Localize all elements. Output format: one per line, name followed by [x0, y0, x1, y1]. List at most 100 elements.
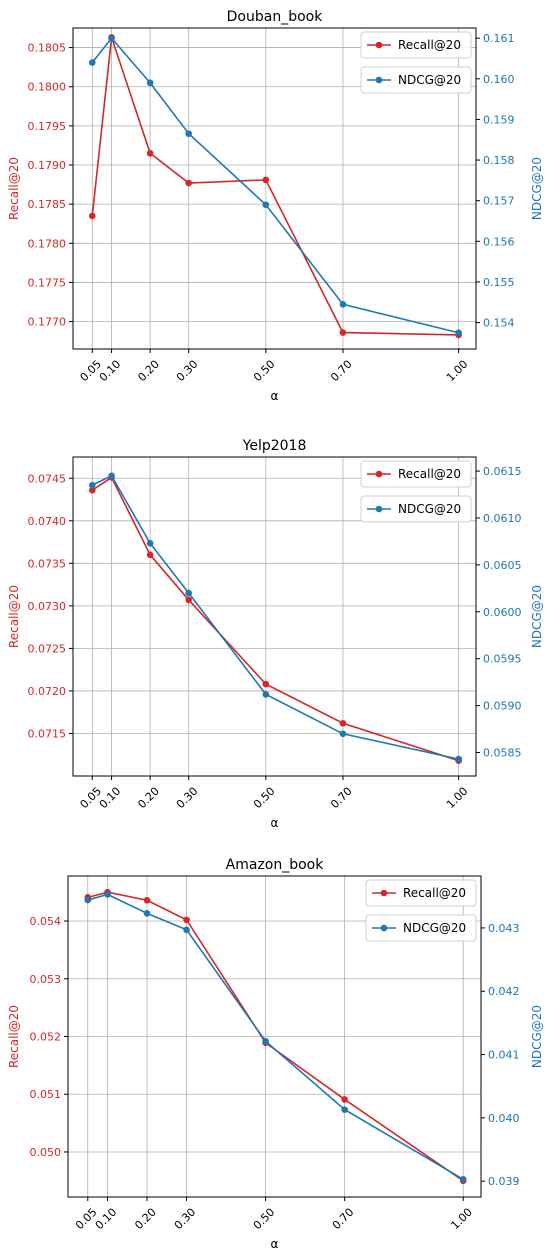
data-point — [104, 891, 111, 898]
y-left-tick-label: 0.1795 — [28, 120, 67, 133]
y-right-tick-label: 0.156 — [483, 235, 515, 248]
x-tick-label: 0.20 — [132, 1206, 159, 1233]
y-left-tick-label: 0.051 — [30, 1088, 62, 1101]
x-tick-label: 0.50 — [251, 358, 278, 385]
y-right-tick-label: 0.0610 — [483, 512, 522, 525]
legend-entry: Recall@20 — [365, 879, 477, 907]
data-point — [88, 212, 96, 220]
y-right-tick-label: 0.042 — [488, 985, 520, 998]
x-tick-label: 0.10 — [97, 358, 124, 385]
grid — [73, 457, 476, 776]
legend-entry: Recall@20 — [360, 31, 472, 59]
x-tick-label: 1.00 — [448, 1206, 475, 1233]
data-point — [146, 149, 154, 157]
data-point — [88, 486, 96, 494]
y-right-tick-label: 0.0585 — [483, 747, 522, 760]
legend-box — [365, 914, 477, 942]
y-right-axis-label: NDCG@20 — [530, 1005, 544, 1068]
y-right-tick-label: 0.041 — [488, 1049, 520, 1062]
data-point — [146, 540, 154, 547]
data-point — [108, 472, 115, 480]
y-left-tick-label: 0.050 — [30, 1146, 62, 1159]
y-right-tick-label: 0.0605 — [483, 559, 522, 572]
y-left-tick-label: 0.1770 — [28, 316, 67, 329]
legend-label: NDCG@20 — [398, 73, 461, 87]
data-point — [341, 1096, 348, 1103]
legend-marker — [375, 470, 383, 478]
y-right-tick-label: 0.159 — [483, 113, 515, 126]
y-left-axis-label: Recall@20 — [7, 157, 21, 220]
y-left-axis-label: Recall@20 — [7, 585, 21, 648]
y-right-tick-label: 0.158 — [483, 154, 515, 167]
y-right-tick-label: 0.155 — [483, 276, 515, 289]
legend-box — [360, 66, 472, 94]
legend-entry: Recall@20 — [360, 460, 472, 488]
x-tick-label: 0.20 — [135, 358, 162, 385]
y-right-tick-label: 0.0595 — [483, 653, 522, 666]
x-tick-label: 0.30 — [174, 785, 201, 812]
data-point — [183, 926, 190, 934]
y-right-tick-label: 0.0600 — [483, 606, 522, 619]
series-ndcg-20 — [84, 891, 467, 1183]
data-point — [183, 916, 190, 924]
y-left-tick-label: 0.1790 — [28, 159, 67, 172]
legend-label: Recall@20 — [398, 38, 461, 52]
data-point — [108, 34, 115, 42]
data-point — [146, 551, 154, 559]
y-right-tick-label: 0.0615 — [483, 465, 522, 478]
chart-title: Yelp2018 — [242, 438, 307, 454]
legend-box — [365, 879, 477, 907]
legend-entry: NDCG@20 — [365, 914, 477, 942]
x-tick-label: 0.50 — [251, 785, 278, 812]
y-right-tick-label: 0.161 — [483, 32, 515, 45]
data-point — [339, 329, 347, 336]
y-right-tick-label: 0.039 — [488, 1175, 520, 1188]
legend-marker — [375, 41, 383, 49]
y-left-tick-label: 0.1780 — [28, 237, 67, 250]
plot-frame — [72, 27, 477, 350]
y-left-tick-label: 0.0720 — [28, 685, 67, 698]
legend-label: NDCG@20 — [403, 921, 466, 935]
y-left-tick-label: 0.1805 — [28, 42, 67, 55]
legend-label: NDCG@20 — [398, 502, 461, 516]
y-left-tick-label: 0.052 — [30, 1031, 62, 1044]
data-point — [88, 481, 96, 489]
data-point — [146, 79, 154, 87]
x-axis-label: α — [271, 816, 279, 830]
legend-marker — [380, 889, 388, 897]
data-point — [455, 755, 462, 763]
data-point — [339, 719, 347, 727]
x-tick-label: 0.10 — [93, 1206, 120, 1233]
y-right-tick-label: 0.0590 — [483, 700, 522, 713]
data-point — [262, 691, 270, 698]
x-tick-label: 1.00 — [444, 785, 471, 812]
chart-title: Douban_book — [227, 9, 324, 25]
legend-label: Recall@20 — [403, 886, 466, 900]
y-left-tick-label: 0.1800 — [28, 81, 67, 94]
legend-box — [360, 31, 472, 59]
x-tick-label: 0.30 — [172, 1206, 199, 1233]
data-point — [185, 130, 192, 137]
data-point — [88, 59, 96, 66]
y-left-tick-label: 0.0735 — [28, 557, 67, 570]
data-point — [84, 896, 92, 904]
x-tick-label: 0.70 — [328, 785, 355, 812]
y-left-tick-label: 0.0745 — [28, 472, 67, 485]
y-left-axis-label: Recall@20 — [7, 1005, 21, 1068]
y-left-tick-label: 0.1785 — [28, 198, 67, 211]
data-point — [339, 730, 347, 738]
legend-box — [360, 495, 472, 523]
legend-label: Recall@20 — [398, 467, 461, 481]
legend-marker — [375, 76, 383, 84]
y-right-tick-label: 0.154 — [483, 317, 515, 330]
y-left-tick-label: 0.0715 — [28, 727, 67, 740]
y-left-tick-label: 0.054 — [30, 915, 62, 928]
y-left-tick-label: 0.0730 — [28, 600, 67, 613]
y-left-tick-label: 0.0740 — [28, 515, 67, 528]
legend-entry: NDCG@20 — [360, 495, 472, 523]
data-point — [262, 680, 270, 688]
